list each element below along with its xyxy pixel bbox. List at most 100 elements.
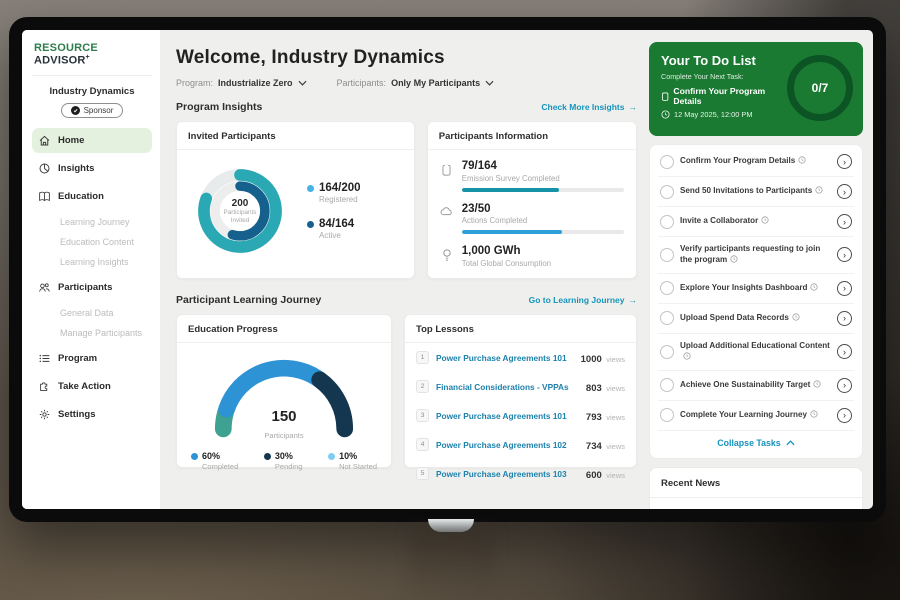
participants-filter-label: Participants: bbox=[337, 78, 387, 88]
check-more-insights-link[interactable]: Check More Insights → bbox=[541, 102, 637, 112]
gauge-center-label: Participants bbox=[264, 431, 303, 440]
page-title: Welcome, Industry Dynamics bbox=[176, 47, 637, 69]
sponsor-badge[interactable]: Sponsor bbox=[61, 103, 124, 118]
lesson-row: 3 Power Purchase Agreements 101 793 view… bbox=[405, 401, 636, 430]
sidebar-item-learning-insights[interactable]: Learning Insights bbox=[32, 252, 152, 272]
task-row[interactable]: Upload Spend Data Records › bbox=[658, 304, 854, 334]
task-open-button[interactable]: › bbox=[837, 184, 852, 199]
chevron-right-icon: › bbox=[843, 216, 846, 228]
clock-icon bbox=[730, 255, 738, 263]
brand-advisor: ADVISOR bbox=[34, 55, 86, 67]
task-open-button[interactable]: › bbox=[837, 408, 852, 423]
task-open-button[interactable]: › bbox=[837, 378, 852, 393]
filter-bar: Program: Industrialize Zero Participants… bbox=[176, 78, 637, 88]
task-open-button[interactable]: › bbox=[837, 154, 852, 169]
sidebar-item-insights[interactable]: Insights bbox=[32, 156, 152, 181]
education-icon bbox=[38, 190, 51, 203]
program-filter-label: Program: bbox=[176, 78, 213, 88]
legend-dot bbox=[328, 453, 335, 460]
brand-plus: + bbox=[86, 54, 90, 61]
task-row[interactable]: Verify participants requesting to join t… bbox=[658, 237, 854, 274]
task-checkbox[interactable] bbox=[660, 345, 674, 359]
lesson-link[interactable]: Power Purchase Agreements 102 bbox=[436, 440, 586, 450]
chevron-right-icon: › bbox=[843, 249, 846, 261]
lesson-link[interactable]: Power Purchase Agreements 101 bbox=[436, 353, 581, 363]
sidebar-item-take-action[interactable]: Take Action bbox=[32, 374, 152, 399]
home-icon bbox=[38, 134, 51, 147]
participants-filter[interactable]: Participants: Only My Participants bbox=[337, 78, 495, 88]
chevron-down-icon bbox=[485, 80, 494, 86]
task-row[interactable]: Send 50 Invitations to Participants › bbox=[658, 177, 854, 207]
task-row[interactable]: Achieve One Sustainability Target › bbox=[658, 371, 854, 401]
clock-icon bbox=[792, 313, 800, 321]
chevron-down-icon bbox=[298, 80, 307, 86]
education-gauge-chart: 150 Participants bbox=[208, 353, 360, 443]
chevron-up-icon bbox=[786, 440, 795, 446]
task-open-button[interactable]: › bbox=[837, 311, 852, 326]
program-filter[interactable]: Program: Industrialize Zero bbox=[176, 78, 307, 88]
education-legend: 60% Completed 30% Pending 10% Not Starte… bbox=[177, 443, 391, 471]
card-title: Top Lessons bbox=[405, 315, 636, 343]
arrow-right-icon: → bbox=[629, 295, 638, 305]
task-checkbox[interactable] bbox=[660, 215, 674, 229]
task-checkbox[interactable] bbox=[660, 311, 674, 325]
lesson-link[interactable]: Financial Considerations - VPPAs bbox=[436, 382, 586, 392]
clock-icon bbox=[798, 156, 806, 164]
task-open-button[interactable]: › bbox=[837, 214, 852, 229]
task-row[interactable]: Explore Your Insights Dashboard › bbox=[658, 274, 854, 304]
task-row[interactable]: Upload Additional Educational Content › bbox=[658, 334, 854, 371]
program-insights-heading: Program Insights bbox=[176, 101, 262, 113]
sidebar-item-label: Participants bbox=[58, 282, 112, 293]
sidebar-item-label: Take Action bbox=[58, 381, 111, 392]
invited-donut-chart: 200 Participants Invited bbox=[187, 158, 293, 264]
task-row[interactable]: Complete Your Learning Journey › bbox=[658, 401, 854, 431]
task-open-button[interactable]: › bbox=[837, 281, 852, 296]
sidebar-item-participants[interactable]: Participants bbox=[32, 275, 152, 300]
card-title: Education Progress bbox=[177, 315, 391, 343]
lesson-link[interactable]: Power Purchase Agreements 101 bbox=[436, 411, 586, 421]
task-checkbox[interactable] bbox=[660, 248, 674, 262]
task-checkbox[interactable] bbox=[660, 185, 674, 199]
sidebar: RESOURCE ADVISOR+ Industry Dynamics Spon… bbox=[22, 30, 160, 509]
legend-dot bbox=[264, 453, 271, 460]
collapse-tasks-link[interactable]: Collapse Tasks bbox=[658, 431, 854, 456]
todo-due-date: 12 May 2025, 12:00 PM bbox=[674, 110, 752, 119]
sidebar-item-learning-journey[interactable]: Learning Journey bbox=[32, 212, 152, 232]
task-open-button[interactable]: › bbox=[837, 344, 852, 359]
todo-progress-value: 0/7 bbox=[812, 81, 829, 95]
card-title: Participants Information bbox=[428, 122, 636, 150]
participants-information-card: Participants Information 79/164 Emission… bbox=[427, 121, 637, 279]
task-checkbox[interactable] bbox=[660, 281, 674, 295]
donut-center-label: Participants bbox=[224, 209, 257, 217]
chevron-right-icon: › bbox=[843, 156, 846, 168]
recent-news-card: Recent News bbox=[649, 467, 863, 509]
sponsor-label: Sponsor bbox=[84, 106, 114, 115]
brand-resource: RESOURCE bbox=[34, 42, 98, 54]
sidebar-item-program[interactable]: Program bbox=[32, 346, 152, 371]
task-checkbox[interactable] bbox=[660, 378, 674, 392]
lesson-rank: 2 bbox=[416, 380, 429, 393]
task-checkbox[interactable] bbox=[660, 155, 674, 169]
sidebar-item-label: Education Content bbox=[60, 237, 134, 247]
sidebar-item-education[interactable]: Education bbox=[32, 184, 152, 209]
org-name: Industry Dynamics bbox=[32, 86, 152, 97]
task-open-button[interactable]: › bbox=[837, 247, 852, 262]
clock-icon bbox=[661, 110, 670, 119]
sidebar-item-general-data[interactable]: General Data bbox=[32, 303, 152, 323]
go-to-learning-journey-link[interactable]: Go to Learning Journey → bbox=[529, 295, 637, 305]
progress-track bbox=[462, 188, 624, 192]
participants-icon bbox=[38, 281, 51, 294]
task-row[interactable]: Invite a Collaborator › bbox=[658, 207, 854, 237]
collapse-label: Collapse Tasks bbox=[717, 438, 780, 448]
chevron-right-icon: › bbox=[843, 186, 846, 198]
sidebar-item-label: Settings bbox=[58, 409, 95, 420]
sidebar-item-manage-participants[interactable]: Manage Participants bbox=[32, 323, 152, 343]
sidebar-item-home[interactable]: Home bbox=[32, 128, 152, 153]
sidebar-item-education-content[interactable]: Education Content bbox=[32, 232, 152, 252]
task-checkbox[interactable] bbox=[660, 408, 674, 422]
invited-participants-card: Invited Participants 200 Partic bbox=[176, 121, 415, 279]
task-row[interactable]: Confirm Your Program Details › bbox=[658, 147, 854, 177]
sidebar-item-settings[interactable]: Settings bbox=[32, 402, 152, 427]
monitor-stand-shadow bbox=[410, 528, 494, 600]
lesson-link[interactable]: Power Purchase Agreements 103 bbox=[436, 469, 586, 479]
